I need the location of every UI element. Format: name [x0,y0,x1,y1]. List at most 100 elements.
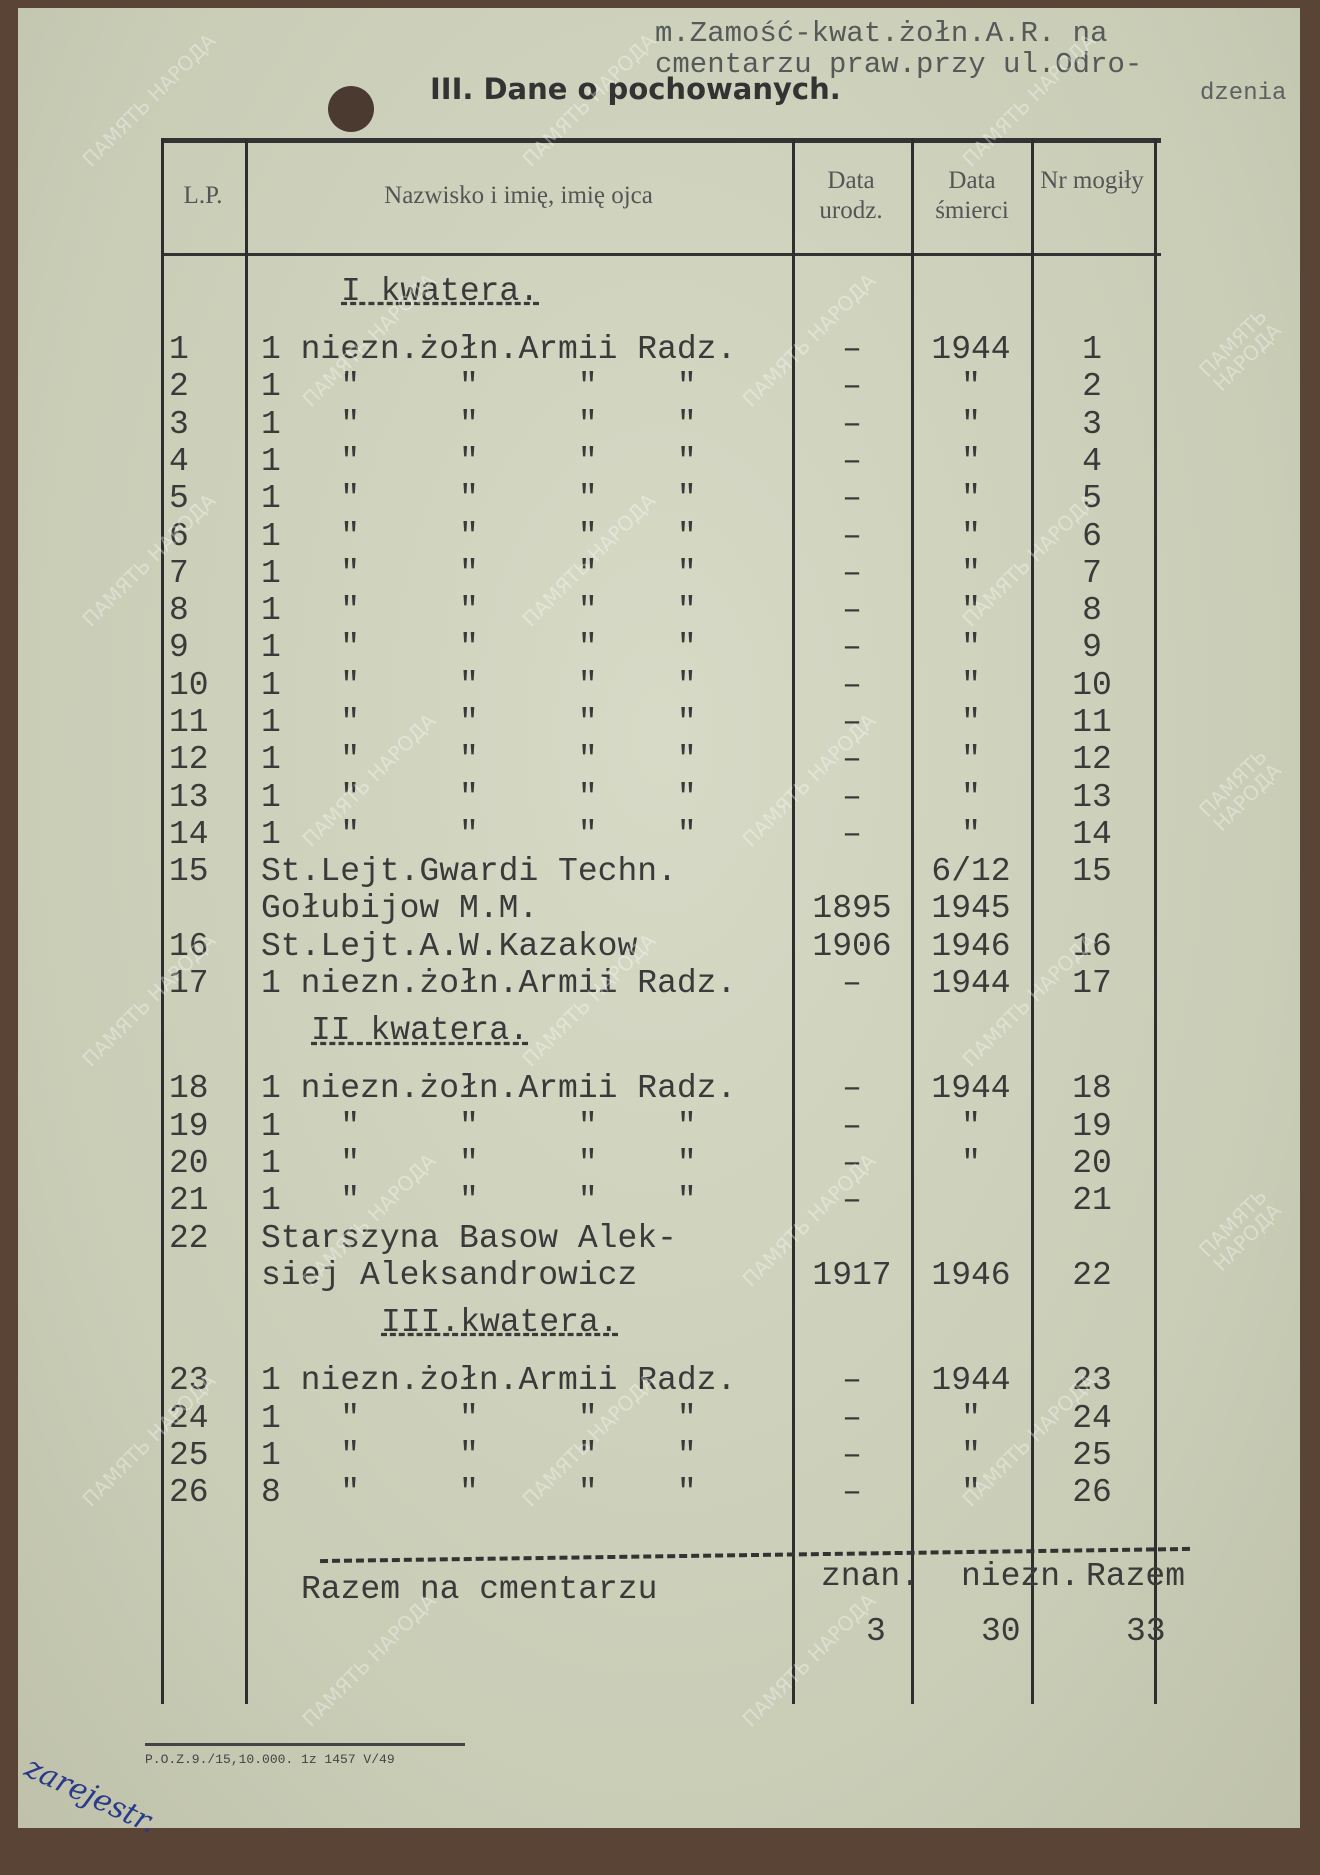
cell-name: 1 " " " " [261,1399,697,1437]
cell-name: 1 " " " " [261,741,697,779]
cell-lp: 24 [169,1399,209,1437]
col-divider [245,138,248,1704]
cell-name: 1 " " " " [261,592,697,630]
cell-died: " [961,1145,981,1182]
cell-born: – [842,368,862,406]
place-line-1: m.Zamość-kwat.żołn.A.R. na [655,17,1108,50]
header-born: Data urodz. [819,167,883,224]
cell-grave: 6 [1082,517,1102,555]
cell-lp: 10 [169,666,209,704]
cell-born: – [842,741,862,779]
cell-lp: 25 [169,1436,209,1474]
cell-lp: 12 [169,741,209,779]
header-died: Data śmierci [935,167,1009,224]
cell-grave: 8 [1082,592,1102,630]
cell-grave: 16 [1072,927,1112,965]
cell-lp: 21 [169,1182,209,1220]
col-divider [1031,138,1034,1704]
cell-died: 1944 [931,331,1011,368]
cell-grave: 14 [1072,815,1112,853]
print-footer: P.O.Z.9./15,10.000. 1z 1457 V/49 [145,1743,465,1767]
cell-lp: 14 [169,815,209,853]
cell-grave: 5 [1082,480,1102,518]
cell-lp: 20 [169,1145,209,1182]
col-divider [161,138,164,1704]
cell-name: 1 " " " " [261,1182,697,1220]
cell-lp: 8 [169,592,189,630]
cell-name: 1 " " " " [261,480,697,518]
cell-name: 1 niezn.żołn.Armii Radz. [261,1362,737,1400]
col-divider [911,138,914,1704]
cell-grave: 12 [1072,741,1112,779]
total-count: 33 [1126,1613,1166,1650]
cell-name: 8 " " " " [261,1474,697,1512]
burials-table: L.P. Nazwisko i imię, imię ojca Data uro… [161,138,1185,1704]
cell-name: 1 niezn.żołn.Armii Radz. [261,331,737,368]
cell-born: – [842,704,862,741]
cell-lp: 11 [169,704,209,741]
section-heading: III.kwatera. [381,1304,619,1342]
cell-died: " [961,405,981,443]
cell-grave: 2 [1082,368,1102,406]
cell-name: 1 " " " " [261,368,697,406]
cell-died: " [961,666,981,704]
cell-born: – [842,1474,862,1512]
section-heading: I kwatera. [341,273,540,310]
cell-lp: 2 [169,368,189,406]
known-count: 3 [866,1613,886,1650]
cell-name: 1 " " " " [261,629,697,667]
known-label: znan. [821,1558,921,1595]
col-divider [1154,138,1157,1704]
cell-grave: 1 [1082,331,1102,368]
cell-died: " [961,741,981,779]
cell-lp: 4 [169,442,189,480]
cell-name: 1 " " " " [261,517,697,555]
cell-born: – [842,1145,862,1182]
punch-hole [328,86,374,132]
header-name: Nazwisko i imię, imię ojca [384,182,653,209]
cell-lp: 17 [169,965,209,1003]
cell-name: Starszyna Basow Alek- siej Aleksandrowic… [261,1219,677,1294]
cell-died: 1946 [931,1256,1011,1294]
cell-born: – [842,331,862,368]
cell-grave: 26 [1072,1474,1112,1512]
cell-grave: 7 [1082,554,1102,592]
cell-lp: 19 [169,1107,209,1145]
cell-died: " [961,368,981,406]
cell-name: St.Lejt.Gwardi Techn. Gołubijow M.M. [261,853,677,928]
document-page [18,8,1300,1828]
cell-died: " [961,442,981,480]
cell-grave: 21 [1072,1182,1112,1220]
cell-name: 1 niezn.żołn.Armii Radz. [261,1070,737,1108]
cell-died: 1946 [931,927,1011,965]
cell-name: 1 " " " " [261,442,697,480]
cell-born: 1917 [812,1256,892,1294]
cell-born: – [842,1362,862,1400]
cell-name: 1 " " " " [261,666,697,704]
cell-grave: 10 [1072,666,1112,704]
cell-name: 1 " " " " [261,1436,697,1474]
cell-died: 1944 [931,1070,1011,1108]
cell-lp: 15 [169,853,209,891]
cell-lp: 1 [169,331,189,368]
cell-name: 1 " " " " [261,1145,697,1182]
cell-grave: 3 [1082,405,1102,443]
cell-name: 1 " " " " [261,554,697,592]
cell-grave: 11 [1072,704,1112,741]
place-line-2: cmentarzu praw.przy ul.Odro- [655,48,1143,81]
cell-born: – [842,517,862,555]
header-grave: Nr mogiły [1040,167,1144,194]
cell-name: 1 " " " " [261,778,697,816]
cell-grave: 25 [1072,1436,1112,1474]
cell-lp: 18 [169,1070,209,1108]
cell-grave: 22 [1072,1256,1112,1294]
section-heading: II kwatera. [311,1012,529,1050]
col-divider [792,138,795,1704]
cell-name: 1 " " " " [261,405,697,443]
cell-born: – [842,666,862,704]
cell-born: – [842,965,862,1003]
cell-died: " [961,1399,981,1437]
total-label: Razem [1086,1558,1186,1595]
place-description: m.Zamość-kwat.żołn.A.R. na cmentarzu pra… [655,18,1142,80]
cell-born: – [842,1399,862,1437]
